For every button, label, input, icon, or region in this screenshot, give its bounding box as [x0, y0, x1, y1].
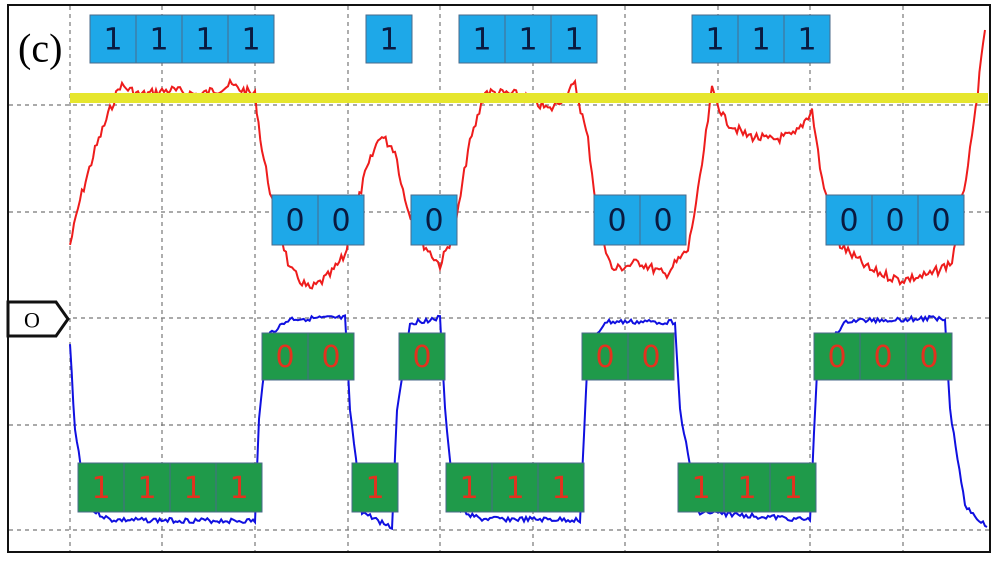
bit-cell	[537, 462, 585, 513]
bit-digit: 1	[797, 23, 816, 58]
bit-cell	[627, 332, 675, 381]
bit-cell	[123, 462, 171, 513]
bit-digit: 0	[919, 340, 938, 375]
bit-digit: 0	[653, 204, 672, 239]
bit-digit: 1	[183, 471, 202, 506]
bit-digit: 1	[365, 471, 384, 506]
bit-digit: 0	[275, 340, 294, 375]
bit-digit: 0	[607, 204, 626, 239]
bit-digit: 1	[459, 471, 478, 506]
bit-cell	[307, 332, 355, 381]
bit-cell	[445, 462, 493, 513]
bit-digit: 1	[691, 471, 710, 506]
bit-cell	[550, 14, 598, 64]
bit-digit: 0	[931, 204, 950, 239]
bit-digit: 1	[379, 23, 398, 58]
bit-cell	[410, 194, 458, 246]
bit-digit: 1	[91, 471, 110, 506]
bit-digit: 1	[472, 23, 491, 58]
bit-cell	[227, 14, 275, 64]
panel-label: (c)	[18, 26, 62, 71]
bit-cell	[769, 462, 817, 513]
bit-digit: 1	[103, 23, 122, 58]
bit-digit: 0	[885, 204, 904, 239]
bit-digit: 0	[641, 340, 660, 375]
bit-cell	[859, 332, 907, 381]
marker-shape	[6, 300, 70, 338]
bit-cell	[581, 332, 629, 381]
bit-cell	[458, 14, 506, 64]
bit-digit: 0	[873, 340, 892, 375]
bit-digit: 1	[783, 471, 802, 506]
bit-digit: 1	[751, 23, 770, 58]
bit-digit: 0	[285, 204, 304, 239]
bit-cell	[825, 194, 873, 246]
bit-cell	[181, 14, 229, 64]
bit-cell	[169, 462, 217, 513]
marker-label: O	[24, 308, 40, 333]
bit-digit: 0	[424, 204, 443, 239]
bit-cell	[271, 194, 319, 246]
bit-cell	[215, 462, 263, 513]
bit-digit: 1	[551, 471, 570, 506]
bit-cell	[398, 332, 446, 381]
bit-cell	[135, 14, 183, 64]
bit-cell	[504, 14, 552, 64]
bit-cell	[89, 14, 137, 64]
bit-cell	[871, 194, 919, 246]
bit-digit: 1	[518, 23, 537, 58]
bit-cell	[723, 462, 771, 513]
bit-digit: 0	[839, 204, 858, 239]
bit-digit: 1	[564, 23, 583, 58]
bit-digit: 0	[827, 340, 846, 375]
bit-cell	[905, 332, 953, 381]
bit-digit: 0	[321, 340, 340, 375]
bit-digit: 1	[241, 23, 260, 58]
bit-cell	[917, 194, 965, 246]
bit-boxes: 1 1 1 1 1 1 1 1 1 1 10 0 0 0 0 0 0 00 0 0 0 0 0 0 01 1 1 1 1 1 1 1 1 1 1	[77, 14, 965, 513]
bit-digit: 0	[331, 204, 350, 239]
bit-cell	[365, 14, 413, 64]
bit-cell	[351, 462, 399, 513]
bit-digit: 1	[137, 471, 156, 506]
bit-digit: 0	[412, 340, 431, 375]
bit-digit: 1	[705, 23, 724, 58]
bit-digit: 1	[149, 23, 168, 58]
bit-digit: 1	[195, 23, 214, 58]
bit-cell	[639, 194, 687, 246]
bit-cell	[677, 462, 725, 513]
bit-cell	[737, 14, 785, 64]
bit-digit: 1	[737, 471, 756, 506]
bit-cell	[593, 194, 641, 246]
bit-cell	[77, 462, 125, 513]
bit-digit: 0	[595, 340, 614, 375]
bit-cell	[783, 14, 831, 64]
bit-digit: 1	[229, 471, 248, 506]
bit-digit: 1	[505, 471, 524, 506]
bit-cell	[261, 332, 309, 381]
bit-cell	[491, 462, 539, 513]
bit-cell	[691, 14, 739, 64]
bit-cell	[317, 194, 365, 246]
